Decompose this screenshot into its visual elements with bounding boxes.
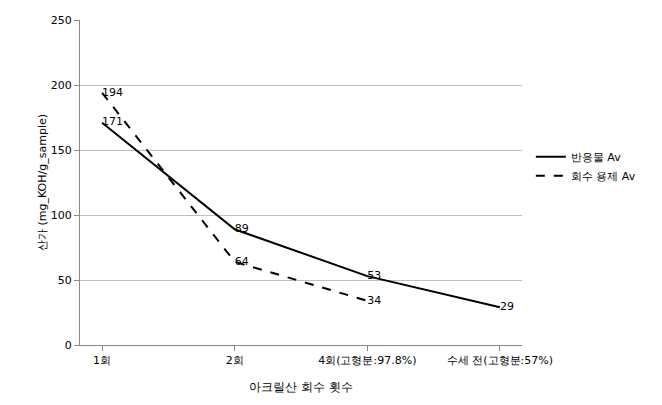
svg-text:산가 (mg_KOH/g_sample): 산가 (mg_KOH/g_sample)	[36, 114, 49, 251]
svg-text:아크릴산 회수 횟수: 아크릴산 회수 횟수	[249, 380, 353, 394]
svg-text:34: 34	[367, 294, 381, 307]
svg-text:1회: 1회	[93, 354, 111, 367]
svg-text:89: 89	[235, 222, 249, 235]
svg-text:4회(고형분:97.8%): 4회(고형분:97.8%)	[318, 354, 416, 367]
svg-text:반응물 Av: 반응물 Av	[571, 151, 621, 164]
svg-text:64: 64	[235, 255, 249, 268]
svg-text:171: 171	[102, 115, 123, 128]
svg-text:150: 150	[51, 144, 72, 157]
svg-text:200: 200	[51, 79, 72, 92]
svg-text:2회: 2회	[226, 354, 244, 367]
svg-text:53: 53	[367, 269, 381, 282]
svg-text:250: 250	[51, 14, 72, 27]
svg-text:0: 0	[65, 339, 72, 352]
svg-text:50: 50	[58, 274, 72, 287]
svg-text:29: 29	[500, 300, 514, 313]
svg-text:수세 전(고형분:57%): 수세 전(고형분:57%)	[447, 354, 553, 367]
svg-text:회수 용제 Av: 회수 용제 Av	[571, 170, 636, 183]
svg-text:100: 100	[51, 209, 72, 222]
svg-text:194: 194	[102, 86, 123, 99]
